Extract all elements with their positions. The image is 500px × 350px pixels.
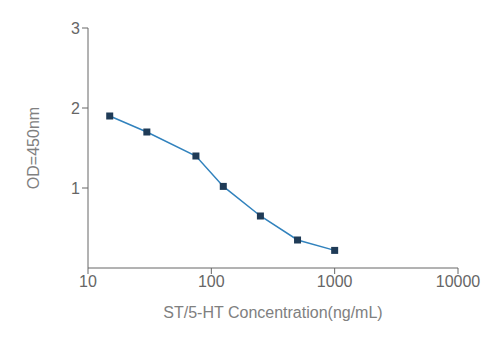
svg-text:2: 2: [71, 100, 80, 117]
svg-text:10000: 10000: [436, 273, 481, 290]
svg-text:3: 3: [71, 20, 80, 37]
svg-text:10: 10: [79, 273, 97, 290]
svg-text:OD=450nm: OD=450nm: [25, 107, 42, 189]
svg-text:1: 1: [71, 180, 80, 197]
svg-text:ST/5-HT Concentration(ng/mL): ST/5-HT Concentration(ng/mL): [163, 304, 382, 321]
svg-text:1000: 1000: [317, 273, 353, 290]
svg-text:100: 100: [198, 273, 225, 290]
